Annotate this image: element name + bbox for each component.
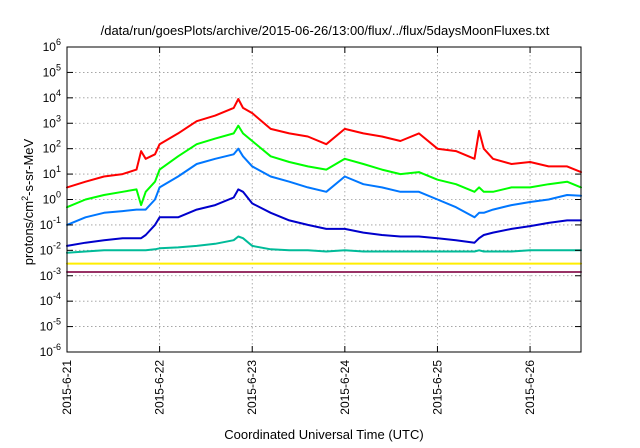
y-tick-label: 10-3: [40, 266, 61, 283]
y-tick-label-base: 10: [40, 320, 54, 334]
series-line-1: [66, 98, 582, 189]
y-tick-label-base: 10: [40, 294, 54, 308]
chart-title: /data/run/goesPlots/archive/2015-06-26/1…: [101, 23, 550, 38]
x-tick-label: 2015-6-24: [338, 360, 352, 415]
y-tick-label-exp: -3: [53, 266, 61, 276]
x-tick-labels: 2015-6-21 2015-6-22 2015-6-23 2015-6-24 2015…: [60, 360, 537, 415]
y-tick-label: 104: [43, 88, 61, 105]
series-line-5: [66, 235, 582, 254]
y-tick-label-exp: 3: [56, 113, 61, 123]
y-tick-label-base: 10: [40, 243, 54, 257]
y-tick-label-base: 10: [40, 345, 54, 359]
x-tick-label: 2015-6-23: [245, 360, 259, 415]
y-tick-label: 10-5: [40, 317, 61, 334]
y-tick-label: 10-2: [40, 240, 61, 257]
y-axis-label-post: -s-sr-MeV: [21, 138, 36, 195]
grid-lines: [67, 47, 581, 352]
y-tick-label: 101: [43, 164, 61, 181]
x-tick-label: 2015-6-22: [153, 360, 167, 415]
y-tick-label-exp: -4: [53, 291, 61, 301]
y-axis-label-pre: protons/cm: [21, 201, 36, 265]
y-tick-label: 102: [43, 139, 61, 156]
series-line-4: [66, 188, 582, 247]
y-tick-label-exp: 2: [56, 139, 61, 149]
y-tick-label: 10-1: [40, 215, 61, 232]
y-tick-label: 100: [43, 190, 61, 207]
y-axis-label: protons/cm2-s-sr-MeV: [20, 138, 36, 265]
y-tick-label-exp: -6: [53, 342, 61, 352]
y-tick-label-exp: -1: [53, 215, 61, 225]
y-tick-label-exp: -2: [53, 240, 61, 250]
y-tick-label-base: 10: [43, 193, 57, 207]
x-tick-label: 2015-6-21: [60, 360, 74, 415]
y-tick-label-base: 10: [43, 167, 57, 181]
y-tick-label: 105: [43, 62, 61, 79]
series-lines: [66, 98, 582, 273]
y-tick-label-exp: 5: [56, 62, 61, 72]
y-tick-label-exp: -5: [53, 317, 61, 327]
y-tick-label-exp: 4: [56, 88, 61, 98]
y-tick-label-exp: 1: [56, 164, 61, 174]
y-tick-labels: 10-610-510-410-310-210-11001011021031041…: [40, 37, 61, 359]
y-tick-label: 10-6: [40, 342, 61, 359]
y-tick-label-exp: 0: [56, 190, 61, 200]
y-axis-label-sup: 2: [20, 196, 30, 201]
y-tick-label-base: 10: [43, 40, 57, 54]
x-tick-label: 2015-6-25: [430, 360, 444, 415]
y-tick-label: 10-4: [40, 291, 61, 308]
y-tick-label-base: 10: [40, 218, 54, 232]
y-tick-label-base: 10: [40, 269, 54, 283]
y-tick-label-base: 10: [43, 91, 57, 105]
x-axis-label: Coordinated Universal Time (UTC): [224, 427, 423, 442]
y-tick-label-base: 10: [43, 65, 57, 79]
series-line-2: [66, 124, 582, 209]
axis-ticks: [66, 46, 581, 353]
series-line-3: [66, 147, 582, 226]
y-tick-label: 106: [43, 37, 61, 54]
y-tick-label-exp: 6: [56, 37, 61, 47]
x-tick-label: 2015-6-26: [523, 360, 537, 415]
y-tick-label: 103: [43, 113, 61, 130]
y-tick-label-base: 10: [43, 142, 57, 156]
y-tick-label-base: 10: [43, 116, 57, 130]
